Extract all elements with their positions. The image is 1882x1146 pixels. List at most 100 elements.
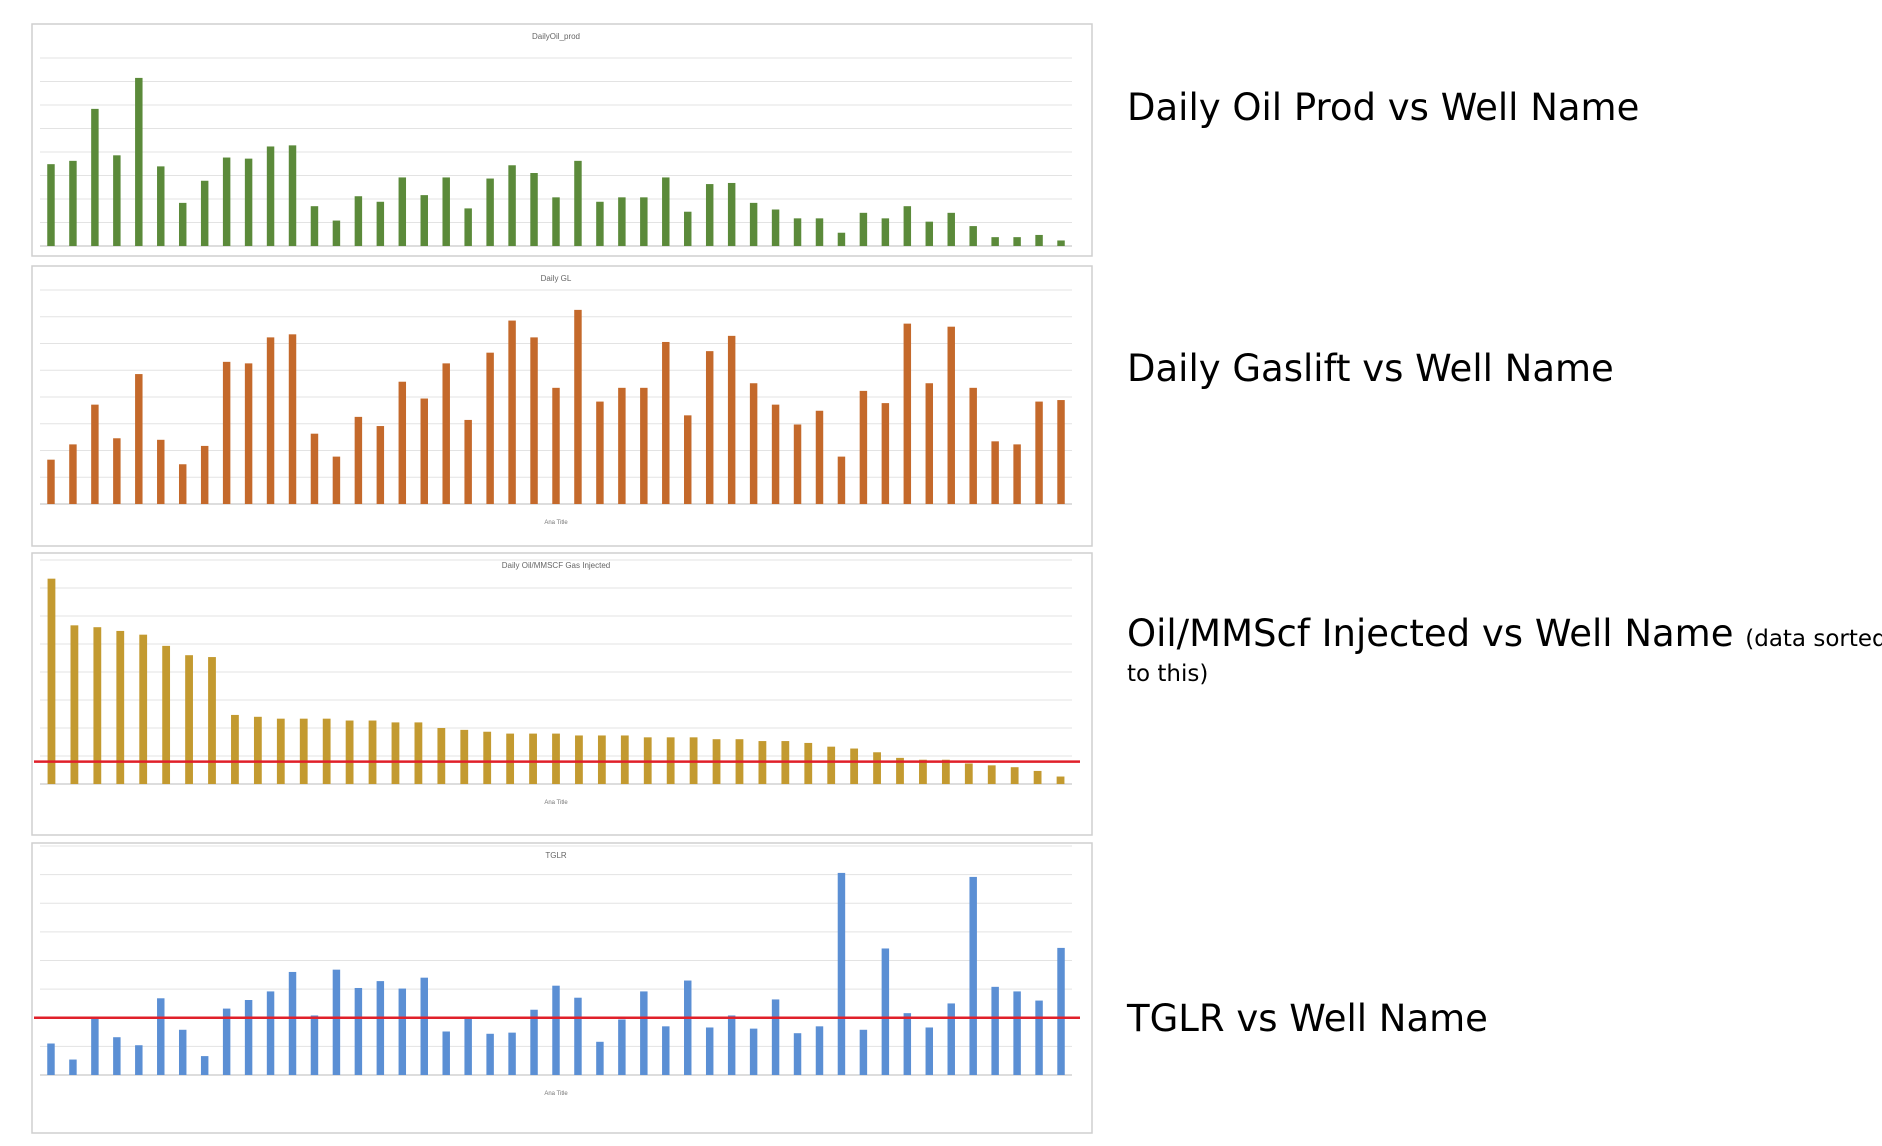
bar [222, 157, 231, 246]
bar [1013, 444, 1021, 504]
bar [771, 209, 780, 246]
bar [896, 757, 904, 784]
bar [420, 977, 428, 1075]
bar [662, 177, 670, 246]
bar [310, 206, 319, 246]
bar [925, 383, 934, 504]
bar [391, 722, 400, 784]
bar [574, 997, 582, 1075]
bar [919, 759, 927, 784]
bar [244, 1000, 253, 1075]
bar [815, 1026, 824, 1075]
bar [460, 729, 469, 784]
bar [850, 748, 859, 784]
caption-tglr: TGLR vs Well Name [1127, 997, 1488, 1040]
bar [508, 1032, 516, 1075]
bar [508, 320, 516, 504]
bar [483, 731, 492, 784]
bar [530, 173, 538, 246]
bar [91, 108, 99, 246]
bar [575, 735, 583, 784]
bar [376, 981, 385, 1075]
bar [1035, 1000, 1043, 1075]
bar [332, 969, 341, 1075]
bar [322, 718, 331, 784]
bar [69, 160, 77, 246]
chart-oil: DailyOil_prod [31, 23, 1093, 257]
bar [345, 720, 354, 784]
caption-note-line2: to this) [1127, 661, 1209, 687]
bar [354, 416, 363, 504]
bar [859, 212, 868, 246]
bar [640, 197, 648, 246]
bar [1057, 947, 1065, 1075]
bar [244, 363, 253, 504]
bar [47, 578, 56, 784]
bar [837, 232, 846, 246]
bar [727, 335, 736, 504]
bar [162, 645, 171, 784]
bar [135, 374, 143, 504]
bar [178, 464, 187, 504]
bar [398, 381, 407, 504]
bar [113, 438, 121, 504]
bar [244, 158, 253, 246]
bar [139, 634, 148, 784]
bar [969, 226, 977, 246]
bar [552, 197, 560, 246]
bar [771, 404, 780, 504]
bar [437, 728, 446, 784]
bar [552, 985, 560, 1075]
chart-title: DailyOil_prod [532, 32, 580, 41]
bar [859, 390, 868, 504]
caption-note: (data sorted [1745, 626, 1882, 652]
bar [91, 404, 99, 504]
bar [574, 160, 582, 246]
chart-title: Daily Oil/MMSCF Gas Injected [502, 561, 610, 570]
bar [93, 627, 102, 784]
bar [1035, 234, 1043, 246]
bar [299, 718, 308, 784]
bar [332, 456, 341, 504]
bar [231, 714, 239, 784]
bar [529, 733, 537, 784]
caption-text: TGLR vs Well Name [1127, 997, 1488, 1040]
bar [991, 986, 999, 1075]
bar [266, 337, 275, 504]
bar [964, 763, 973, 784]
bar [486, 352, 494, 504]
bar [91, 1016, 99, 1075]
bar [266, 991, 275, 1075]
bar [135, 1045, 143, 1075]
bar [859, 1029, 868, 1075]
bar [332, 220, 341, 246]
bar [178, 202, 187, 246]
bar [288, 334, 297, 504]
bar [222, 361, 231, 504]
bar [376, 201, 385, 246]
bar [530, 337, 538, 504]
bar [486, 1033, 494, 1075]
bar [354, 987, 363, 1075]
bar [113, 155, 121, 246]
chart-title: TGLR [545, 851, 567, 860]
bar [185, 655, 193, 784]
bar [276, 718, 285, 784]
bar [442, 1031, 450, 1075]
bar [925, 221, 934, 246]
bar [398, 988, 407, 1075]
caption-daily-oil: Daily Oil Prod vs Well Name [1127, 86, 1639, 129]
bar [398, 177, 407, 246]
bar [552, 387, 560, 504]
bar [596, 401, 604, 504]
bar [310, 433, 319, 504]
bar [881, 218, 890, 246]
bar [837, 456, 846, 504]
bar [200, 1056, 209, 1075]
bar [1010, 767, 1019, 784]
bar [508, 165, 516, 246]
bar [705, 184, 714, 246]
bar [925, 1027, 934, 1075]
bar [530, 1009, 538, 1075]
